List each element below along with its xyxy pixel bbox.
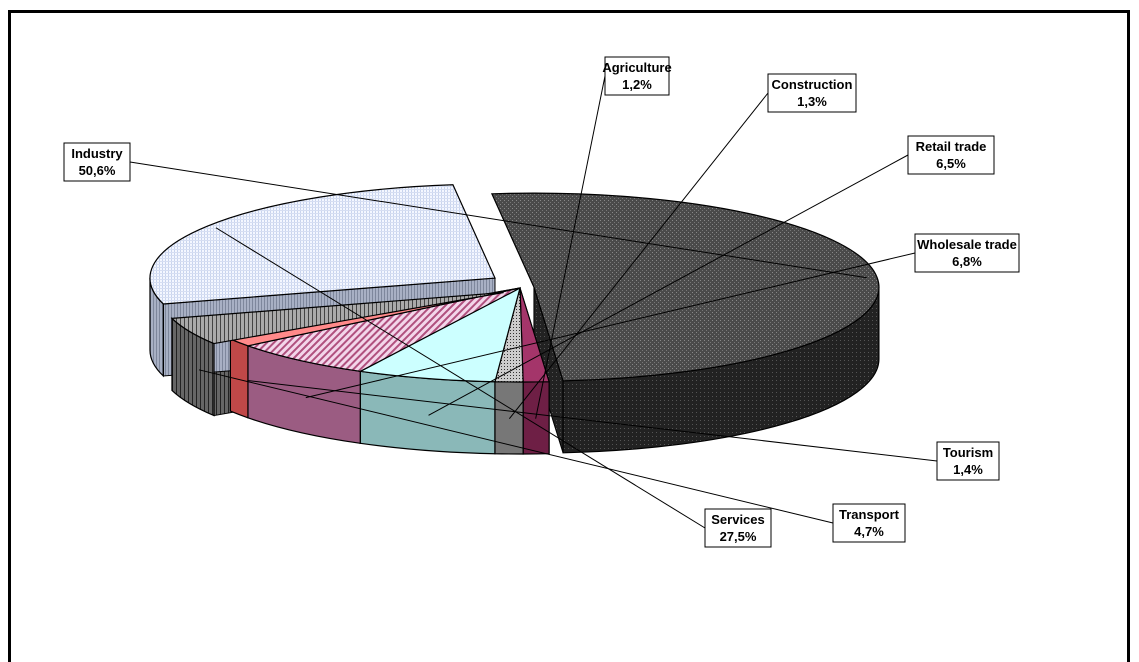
data-label-value-industry: 50,6% xyxy=(79,163,116,178)
leader-line-retail-trade xyxy=(428,154,909,416)
leader-line-services xyxy=(215,227,706,529)
leader-line-transport xyxy=(198,369,834,524)
pie-slice-transport xyxy=(170,291,504,345)
data-label-box-transport xyxy=(832,503,906,543)
data-label-box-agriculture xyxy=(604,56,670,96)
data-label-box-retail-trade xyxy=(907,135,995,175)
leader-line-wholesale-trade xyxy=(305,252,916,399)
data-label-name-wholesale-trade: Wholesale trade xyxy=(917,237,1017,252)
pie-slice-industry xyxy=(490,192,880,382)
leader-line-construction xyxy=(508,92,769,420)
data-label-name-construction: Construction xyxy=(772,77,853,92)
pie-side-retail-trade xyxy=(359,370,496,455)
leader-line-industry xyxy=(129,161,867,279)
data-label-name-transport: Transport xyxy=(839,507,900,522)
pie-side-construction xyxy=(494,381,524,455)
data-labels: Industry 50,6% Agriculture 1,2% Construction… xyxy=(63,56,1020,548)
data-label-box-construction xyxy=(767,73,857,113)
data-label-name-retail-trade: Retail trade xyxy=(916,139,987,154)
data-label-box-tourism xyxy=(936,441,1000,481)
data-label-name-tourism: Tourism xyxy=(943,445,993,460)
leader-lines xyxy=(129,75,938,529)
data-label-value-services: 27,5% xyxy=(720,529,757,544)
data-label-name-industry: Industry xyxy=(71,146,123,161)
data-label-value-agriculture: 1,2% xyxy=(622,77,652,92)
data-label-value-retail-trade: 6,5% xyxy=(936,156,966,171)
leader-line-tourism xyxy=(247,379,938,462)
data-label-value-tourism: 1,4% xyxy=(953,462,983,477)
data-label-box-wholesale-trade xyxy=(914,233,1020,273)
leader-line-agriculture xyxy=(535,75,606,419)
data-label-box-services xyxy=(704,508,772,548)
data-label-value-transport: 4,7% xyxy=(854,524,884,539)
data-label-name-services: Services xyxy=(711,512,765,527)
pie-slice-wholesale-trade xyxy=(245,287,521,372)
data-label-name-agriculture: Agriculture xyxy=(602,60,671,75)
data-label-value-wholesale-trade: 6,8% xyxy=(952,254,982,269)
data-label-box-industry xyxy=(63,142,131,182)
data-label-value-construction: 1,3% xyxy=(797,94,827,109)
pie-slice-services xyxy=(149,184,496,305)
pie-layer xyxy=(149,184,880,455)
